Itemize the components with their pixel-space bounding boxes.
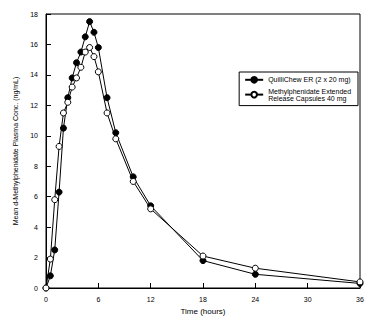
svg-text:12: 12 [30,102,38,109]
svg-text:6: 6 [34,193,38,200]
svg-text:16: 16 [30,41,38,48]
svg-text:4: 4 [34,224,38,231]
svg-text:2: 2 [34,254,38,261]
svg-text:0: 0 [34,285,38,292]
svg-text:Mean d-Methylphenidate Plasma: Mean d-Methylphenidate Plasma Conc. (ng/… [12,77,20,226]
svg-text:Methylphenidate Extended: Methylphenidate Extended [268,87,353,95]
svg-text:Time (hours): Time (hours) [180,307,225,316]
svg-text:18: 18 [30,11,38,18]
svg-text:30: 30 [304,296,312,303]
svg-text:10: 10 [30,132,38,139]
svg-text:14: 14 [30,71,38,78]
svg-text:Release Capsules 40 mg: Release Capsules 40 mg [268,95,346,103]
svg-text:0: 0 [44,296,48,303]
svg-text:QuilliChew ER (2 x 20 mg): QuilliChew ER (2 x 20 mg) [268,76,350,84]
svg-text:18: 18 [199,296,207,303]
svg-text:24: 24 [251,296,259,303]
svg-text:36: 36 [356,296,364,303]
svg-text:8: 8 [34,163,38,170]
svg-text:12: 12 [147,296,155,303]
svg-text:6: 6 [96,296,100,303]
